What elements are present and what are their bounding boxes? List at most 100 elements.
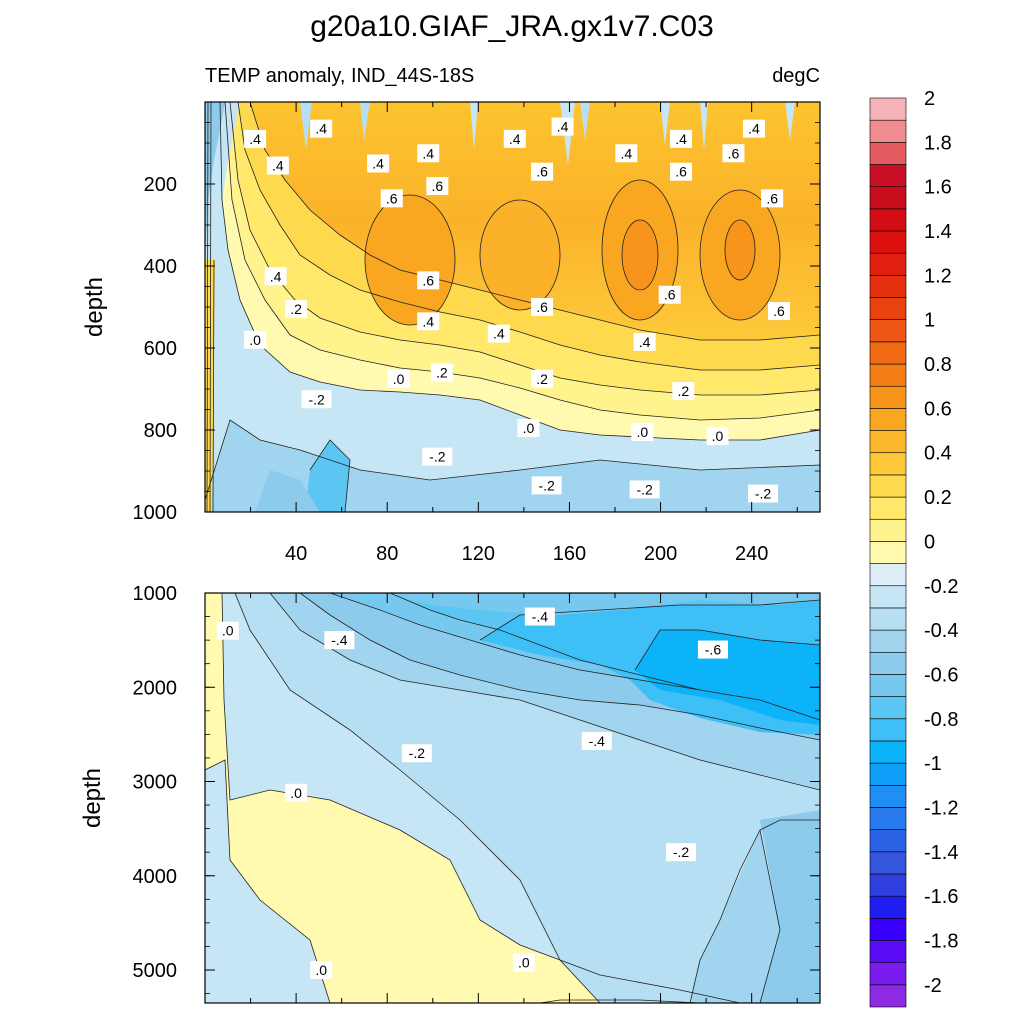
contour-label-bg [629, 480, 660, 499]
colorbar-label: -0.8 [924, 709, 958, 731]
colorbar-label: 1.6 [924, 177, 952, 199]
colorbar-swatch [869, 762, 907, 786]
contour-label: .6 [761, 189, 784, 208]
contour-label: .6 [768, 302, 790, 321]
contour-label-bg [380, 189, 403, 208]
contour-label-text: .6 [386, 190, 398, 206]
bottom-panel-contour-labels: .0 -.4 -.4 -.6 -.2 -.4 .0 -.2 .0 .0 [216, 607, 728, 980]
colorbar-swatch [869, 97, 907, 121]
colorbar-label: 0 [924, 531, 935, 553]
colorbar-label: -1.8 [924, 930, 958, 952]
contour-label-text: .4 [621, 145, 633, 161]
contour-label-text: .6 [728, 145, 740, 161]
contour-label-text: .2 [677, 383, 689, 399]
contour-label-bg [301, 390, 332, 409]
contour-label-bg [631, 423, 654, 442]
colorbar-swatch [869, 674, 907, 697]
colorbar-label: -1.6 [924, 886, 958, 908]
colorbar-swatch [869, 984, 907, 1008]
contour-label-text: -.2 [755, 486, 772, 502]
colorbar-label: 0.6 [924, 398, 952, 420]
contour-label-bg [748, 484, 779, 503]
contour-label-bg [742, 119, 765, 138]
colorbar-swatch [869, 341, 907, 365]
contour-label: .0 [512, 953, 535, 972]
contour-label-text: .2 [290, 301, 302, 317]
top-panel-contour-lines [205, 102, 820, 512]
contour-label: .4 [487, 324, 510, 343]
contour-label-text: -.2 [429, 449, 446, 465]
contour-label-text: .0 [712, 428, 724, 444]
contour-label: .6 [531, 298, 554, 316]
colorbar-label: -0.6 [924, 664, 958, 686]
contour-label-bg [285, 300, 308, 319]
contour-label-bg [531, 369, 554, 388]
colorbar-label: -1 [924, 753, 942, 775]
contour-label: .6 [380, 189, 403, 208]
contour-label-bg [417, 312, 440, 331]
colorbar-label: 1.8 [924, 132, 952, 154]
contour-label-bg [670, 129, 693, 148]
colorbar-label: -2 [924, 975, 942, 997]
contour-label-text: -.6 [705, 642, 722, 658]
contour-label-text: .0 [315, 962, 327, 978]
xtick-label: 240 [735, 543, 768, 565]
contour-label-bg [310, 119, 333, 138]
colorbar-swatch [869, 230, 907, 254]
ytick-label: 800 [144, 420, 177, 442]
contour-label-bg [531, 298, 554, 316]
contour-label-bg [487, 324, 510, 343]
contour-label: -.4 [324, 631, 355, 650]
contour-label-text: -.2 [673, 844, 690, 860]
colorbar-swatch [869, 940, 907, 963]
colorbar-swatch [869, 829, 907, 853]
colorbar-swatch [869, 918, 907, 941]
contour-label-text: .4 [422, 145, 434, 161]
contour-label: .6 [426, 177, 449, 196]
colorbar-swatch [869, 607, 907, 631]
contour-label-bg [615, 144, 638, 163]
contour-label-bg [581, 731, 612, 750]
contour-label: .2 [285, 300, 308, 319]
ytick-label: 600 [144, 338, 177, 360]
contour-label-bg [387, 369, 410, 388]
xtick-label: 80 [376, 543, 398, 565]
contour-label-text: .4 [639, 334, 651, 350]
ytick-label: 5000 [133, 960, 178, 982]
contour-label: .6 [658, 285, 681, 304]
contour-label-text: -.2 [308, 391, 325, 407]
contour-label: .6 [417, 271, 440, 290]
contour-label-bg [531, 162, 554, 181]
contour-label-bg [244, 129, 267, 148]
contour-label-bg [503, 129, 526, 148]
subtitle-right: degC [772, 65, 820, 87]
contour-label: .4 [367, 154, 390, 173]
contour-label-text: .6 [664, 287, 676, 303]
colorbar-label: 0.8 [924, 354, 952, 376]
colorbar-swatch [869, 651, 907, 675]
contour-label-bg [722, 144, 745, 163]
contour-label-bg [266, 156, 289, 175]
contour-label-text: .4 [372, 156, 384, 172]
xtick-label: 40 [285, 543, 307, 565]
colorbar-swatch [869, 585, 907, 609]
colorbar-label: 0.4 [924, 443, 952, 465]
contour-label: .4 [417, 312, 440, 331]
colorbar-swatch [869, 408, 907, 431]
contour-label-bg [670, 162, 693, 181]
ytick-label: 1000 [133, 583, 178, 605]
contour-label-bg [430, 363, 453, 382]
colorbar-swatch [869, 363, 907, 387]
contour-label-bg [512, 953, 535, 972]
contour-label-text: .4 [270, 268, 282, 284]
contour-label-bg [324, 631, 355, 650]
contour-label-text: .0 [523, 420, 535, 436]
colorbar-swatch [869, 696, 907, 720]
contour-label-bg [672, 382, 695, 401]
contour-label-text: .4 [509, 131, 521, 147]
ytick-label: 3000 [133, 772, 178, 794]
bottom-panel-contour-fill [205, 593, 820, 1003]
contour-label-bg [524, 607, 555, 626]
contour-label-bg [426, 177, 449, 196]
top-panel-axes: 200 400 600 800 1000 40 80 120 160 200 240 [133, 101, 820, 565]
